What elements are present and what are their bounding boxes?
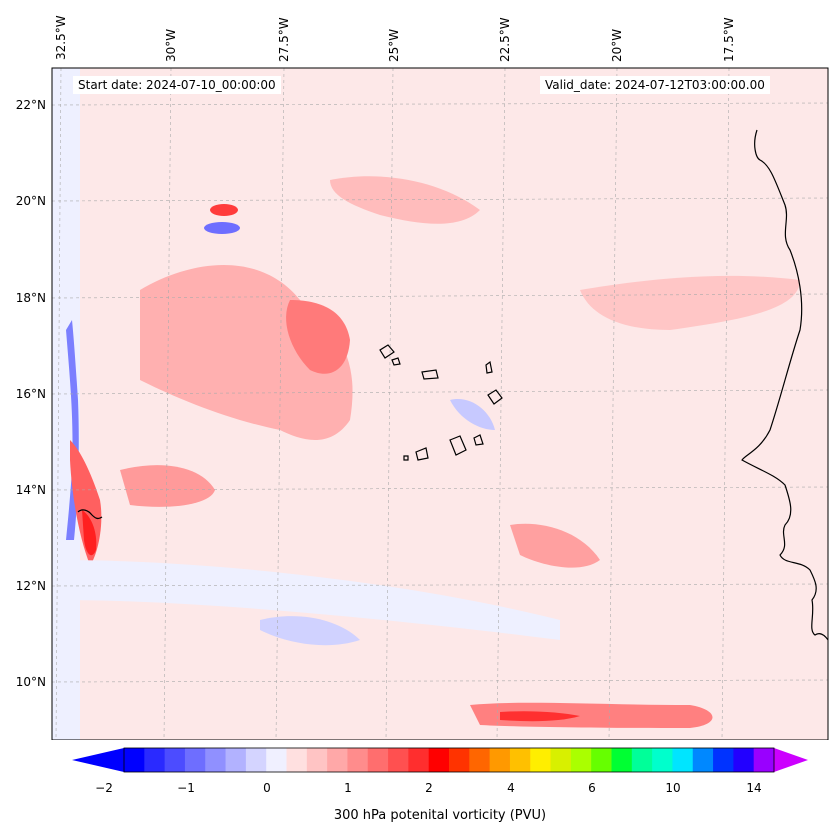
positive-pv-region	[510, 523, 600, 568]
colorbar-cell	[306, 748, 328, 772]
colorbar-cell	[530, 748, 552, 772]
lat-label: 14°N	[15, 483, 46, 497]
colorbar-cell	[591, 748, 612, 772]
gambia-coast	[77, 509, 103, 520]
colorbar-frame	[123, 747, 775, 773]
colorbar-cell	[367, 748, 389, 772]
map-frame	[51, 67, 829, 740]
colorbar-tick-label: 0	[263, 781, 271, 795]
lon-label: 30°W	[164, 28, 178, 62]
lat-label: 22°N	[15, 98, 46, 112]
lon-label: 17.5°W	[722, 17, 736, 62]
colorbar-cell	[713, 748, 734, 772]
colorbar-tick-label: 14	[746, 781, 762, 795]
colorbar-cell	[570, 748, 592, 772]
positive-pv-core	[82, 510, 97, 556]
colorbar-cell	[164, 748, 186, 772]
lon-label: 25°W	[387, 28, 401, 62]
positive-pv-region	[470, 702, 713, 728]
negative-pv-patch	[60, 560, 560, 640]
colorbar	[72, 747, 808, 773]
lon-label: 22.5°W	[498, 17, 512, 62]
negative-pv-patch	[260, 616, 360, 646]
positive-pv-region	[120, 465, 215, 507]
colorbar-cell	[733, 748, 755, 772]
colorbar-cell	[408, 748, 430, 772]
colorbar-extend-max	[774, 748, 808, 772]
negative-pv-patch	[450, 399, 495, 430]
colorbar-cell	[286, 748, 308, 772]
colorbar-cell	[428, 748, 450, 772]
pv-map	[51, 67, 829, 740]
colorbar-tick-label: −1	[177, 781, 195, 795]
colorbar-cell	[753, 748, 775, 772]
lat-label: 20°N	[15, 194, 46, 208]
lat-label: 10°N	[15, 675, 46, 689]
colorbar-cell	[550, 748, 572, 772]
lat-label: 18°N	[15, 291, 46, 305]
colorbar-tick-label: 4	[507, 781, 515, 795]
colorbar-cell	[469, 748, 491, 772]
positive-pv-region	[580, 275, 800, 330]
colorbar-cell	[327, 748, 348, 772]
lon-label: 20°W	[610, 28, 624, 62]
positive-pv-core	[500, 711, 580, 722]
colorbar-cell	[672, 748, 694, 772]
lon-label: 32.5°W	[54, 15, 68, 60]
start-date-label: Start date: 2024-07-10_00:00:00	[73, 76, 281, 94]
colorbar-cell	[245, 748, 267, 772]
colorbar-cell	[266, 748, 287, 772]
colorbar-tick-label: 2	[425, 781, 433, 795]
colorbar-cell	[225, 748, 247, 772]
positive-pv-core	[286, 300, 350, 374]
valid-date-label: Valid_date: 2024-07-12T03:00:00.00	[540, 76, 770, 94]
colorbar-cell	[652, 748, 673, 772]
colorbar-cell	[388, 748, 409, 772]
colorbar-extend-min	[72, 748, 124, 772]
colorbar-tick-label: 6	[588, 781, 596, 795]
colorbar-tick-label: −2	[95, 781, 113, 795]
colorbar-cell	[184, 748, 206, 772]
lon-label: 27.5°W	[277, 17, 291, 62]
africa-coastline	[741, 129, 829, 641]
positive-pv-region	[330, 176, 480, 224]
lat-label: 12°N	[15, 579, 46, 593]
positive-pv-patch	[210, 204, 238, 216]
colorbar-cell	[205, 748, 227, 772]
lat-label: 16°N	[15, 387, 46, 401]
colorbar-cell	[631, 748, 653, 772]
colorbar-cell	[509, 748, 531, 772]
colorbar-title: 300 hPa potenital vorticity (PVU)	[333, 808, 547, 823]
colorbar-tick-label: 1	[344, 781, 352, 795]
colorbar-cell	[489, 748, 511, 772]
colorbar-cell	[124, 748, 145, 772]
colorbar-cell	[611, 748, 633, 772]
cape-verde-islands	[379, 344, 503, 461]
colorbar-cell	[144, 748, 166, 772]
colorbar-cells	[124, 748, 775, 772]
colorbar-cell	[347, 748, 369, 772]
colorbar-cell	[692, 748, 714, 772]
gridlines	[51, 67, 829, 740]
map-field-background	[52, 68, 828, 740]
colorbar-tick-label: 10	[665, 781, 681, 795]
colorbar-cell	[449, 748, 470, 772]
negative-pv-patch	[204, 222, 240, 234]
